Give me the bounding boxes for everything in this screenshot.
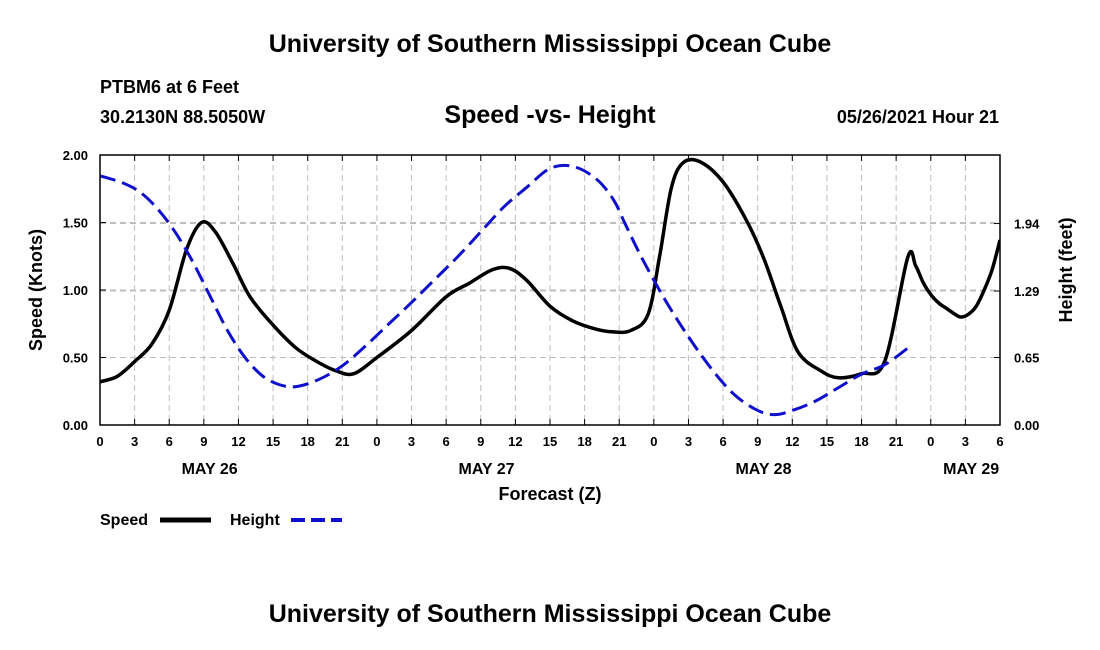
station-label: PTBM6 at 6 Feet xyxy=(100,77,240,97)
y-axis-title: Speed (Knots) xyxy=(26,229,46,351)
y2-tick-label: 0.00 xyxy=(1014,418,1039,433)
x-tick-label: 6 xyxy=(166,434,173,449)
x-axis-title: Forecast (Z) xyxy=(498,484,601,504)
x-tick-label: 9 xyxy=(754,434,761,449)
x-tick-label: 6 xyxy=(443,434,450,449)
x-tick-label: 12 xyxy=(231,434,245,449)
day-label: MAY 27 xyxy=(459,461,515,478)
chart-title: Speed -vs- Height xyxy=(444,101,656,129)
x-tick-label: 18 xyxy=(300,434,314,449)
x-tick-label: 15 xyxy=(820,434,834,449)
x-tick-label: 9 xyxy=(477,434,484,449)
axis-ticks: 0 3 6 9 12 15 18 21 0 3 6 9 12 15 18 21 0 3 6 9 12 15 18 21 0 3 60… xyxy=(63,148,1040,478)
y-tick-label: 1.50 xyxy=(63,216,88,231)
day-label: MAY 28 xyxy=(735,461,791,478)
bottom-title: University of Southern Mississippi Ocean… xyxy=(268,600,832,628)
x-tick-label: 12 xyxy=(508,434,522,449)
x-tick-label: 0 xyxy=(373,434,380,449)
y2-tick-label: 0.65 xyxy=(1014,351,1039,366)
coordinates-label: 30.2130N 88.5050W xyxy=(100,107,266,127)
x-tick-label: 21 xyxy=(889,434,903,449)
series-line-speed xyxy=(100,157,1000,384)
y2-axis-title: Height (feet) xyxy=(1056,218,1076,323)
day-label: MAY 29 xyxy=(943,461,999,478)
x-tick-label: 0 xyxy=(650,434,657,449)
x-tick-label: 12 xyxy=(785,434,799,449)
grid-lines xyxy=(100,155,1000,425)
x-tick-label: 3 xyxy=(685,434,692,449)
x-tick-label: 0 xyxy=(927,434,934,449)
series-line-height xyxy=(100,163,909,417)
x-tick-label: 6 xyxy=(996,434,1003,449)
y2-tick-label: 1.29 xyxy=(1014,284,1039,299)
x-tick-label: 21 xyxy=(612,434,626,449)
x-tick-label: 15 xyxy=(266,434,280,449)
y2-tick-label: 1.94 xyxy=(1014,217,1040,232)
top-title: University of Southern Mississippi Ocean… xyxy=(268,30,832,58)
y-tick-label: 0.00 xyxy=(63,418,88,433)
x-tick-label: 3 xyxy=(131,434,138,449)
x-tick-label: 9 xyxy=(200,434,207,449)
timestamp-label: 05/26/2021 Hour 21 xyxy=(836,107,999,127)
series-lines xyxy=(100,157,1000,417)
x-tick-label: 3 xyxy=(408,434,415,449)
legend: Speed Height xyxy=(100,512,342,529)
x-tick-label: 0 xyxy=(96,434,103,449)
y-tick-label: 2.00 xyxy=(63,148,88,163)
x-tick-label: 18 xyxy=(577,434,591,449)
legend-height-label: Height xyxy=(230,512,280,529)
x-tick-label: 18 xyxy=(854,434,868,449)
x-tick-label: 15 xyxy=(543,434,557,449)
x-tick-label: 3 xyxy=(962,434,969,449)
day-label: MAY 26 xyxy=(182,461,238,478)
x-tick-label: 21 xyxy=(335,434,349,449)
y-tick-label: 0.50 xyxy=(63,351,88,366)
legend-speed-label: Speed xyxy=(100,512,148,529)
x-tick-label: 6 xyxy=(719,434,726,449)
y-tick-label: 1.00 xyxy=(63,283,88,298)
